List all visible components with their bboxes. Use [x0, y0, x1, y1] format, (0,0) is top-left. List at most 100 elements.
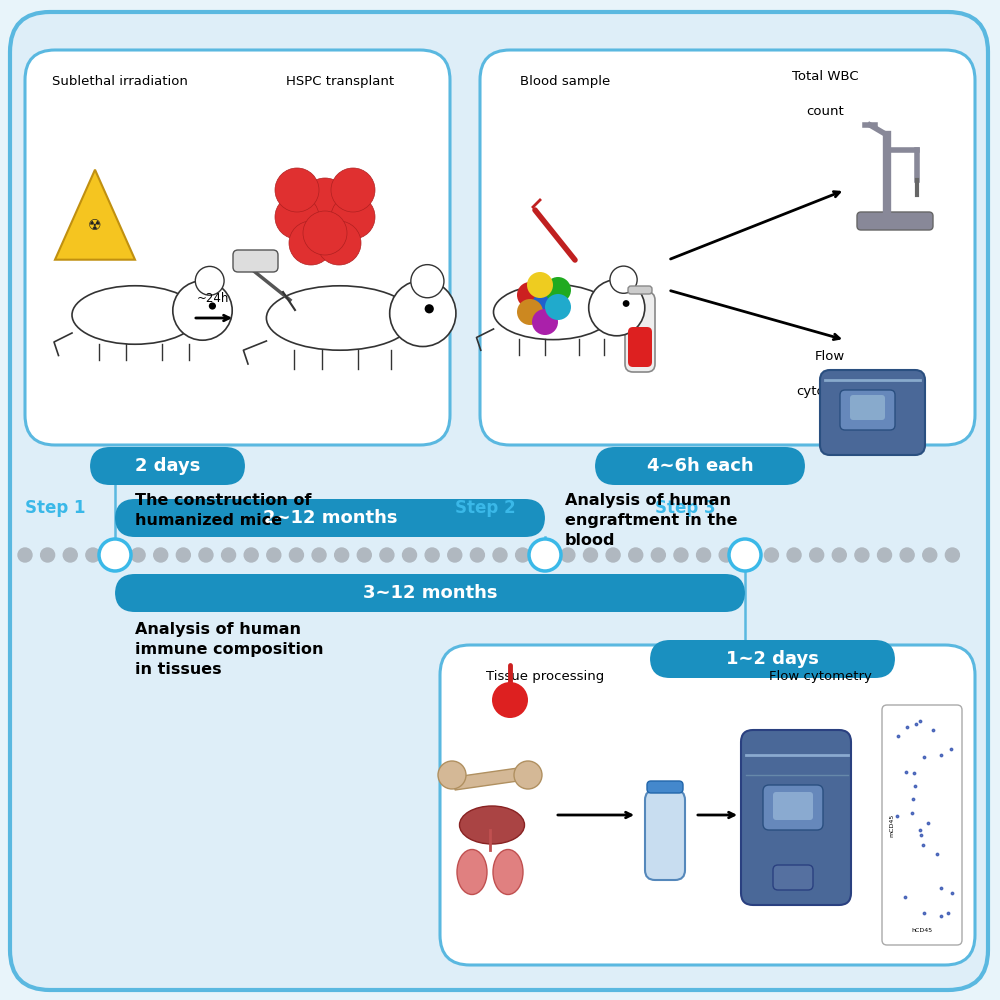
Circle shape	[529, 539, 561, 571]
FancyBboxPatch shape	[625, 292, 655, 372]
FancyBboxPatch shape	[628, 327, 652, 367]
Ellipse shape	[493, 850, 523, 894]
Text: Step 3: Step 3	[655, 499, 715, 517]
Circle shape	[108, 548, 122, 562]
Circle shape	[532, 309, 558, 335]
Circle shape	[403, 548, 417, 562]
Circle shape	[99, 539, 131, 571]
FancyBboxPatch shape	[90, 447, 245, 485]
Text: Step 1: Step 1	[25, 499, 85, 517]
Circle shape	[380, 548, 394, 562]
Circle shape	[173, 281, 232, 340]
Circle shape	[606, 548, 620, 562]
Text: Flow cytometry: Flow cytometry	[769, 670, 871, 683]
Circle shape	[729, 539, 761, 571]
Circle shape	[517, 299, 543, 325]
Circle shape	[331, 168, 375, 212]
Polygon shape	[55, 170, 135, 260]
FancyBboxPatch shape	[10, 12, 988, 990]
Circle shape	[448, 548, 462, 562]
Text: hCD45: hCD45	[911, 928, 933, 933]
Circle shape	[244, 548, 258, 562]
Text: 4~6h each: 4~6h each	[647, 457, 753, 475]
Circle shape	[154, 548, 168, 562]
FancyBboxPatch shape	[650, 640, 895, 678]
Circle shape	[855, 548, 869, 562]
Circle shape	[561, 548, 575, 562]
FancyBboxPatch shape	[647, 781, 683, 793]
Circle shape	[470, 548, 484, 562]
Circle shape	[945, 548, 959, 562]
Text: ~24h: ~24h	[197, 292, 229, 305]
Circle shape	[516, 548, 530, 562]
Text: The construction of
humanized mice: The construction of humanized mice	[135, 493, 312, 528]
Circle shape	[923, 548, 937, 562]
Circle shape	[674, 548, 688, 562]
Circle shape	[719, 548, 733, 562]
Text: cytometry: cytometry	[796, 385, 864, 398]
Text: 2~12 months: 2~12 months	[263, 509, 397, 527]
Circle shape	[538, 548, 552, 562]
Circle shape	[545, 294, 571, 320]
FancyBboxPatch shape	[882, 705, 962, 945]
Circle shape	[438, 761, 466, 789]
Circle shape	[492, 682, 528, 718]
Circle shape	[18, 548, 32, 562]
Circle shape	[303, 211, 347, 255]
Text: count: count	[806, 105, 844, 118]
Circle shape	[289, 221, 333, 265]
Circle shape	[589, 280, 645, 336]
FancyBboxPatch shape	[628, 286, 652, 294]
FancyBboxPatch shape	[595, 447, 805, 485]
Circle shape	[493, 548, 507, 562]
Circle shape	[878, 548, 892, 562]
Circle shape	[697, 548, 711, 562]
Circle shape	[176, 548, 190, 562]
Circle shape	[583, 548, 597, 562]
Circle shape	[335, 548, 349, 562]
Circle shape	[275, 168, 319, 212]
FancyBboxPatch shape	[480, 50, 975, 445]
Text: 2 days: 2 days	[135, 457, 200, 475]
Circle shape	[357, 548, 371, 562]
Circle shape	[275, 195, 319, 239]
Circle shape	[425, 304, 434, 313]
Text: HSPC transplant: HSPC transplant	[286, 75, 394, 88]
FancyBboxPatch shape	[115, 499, 545, 537]
Text: Tissue processing: Tissue processing	[486, 670, 604, 683]
Polygon shape	[455, 767, 525, 790]
Circle shape	[832, 548, 846, 562]
FancyBboxPatch shape	[773, 792, 813, 820]
FancyBboxPatch shape	[25, 50, 450, 445]
Circle shape	[390, 280, 456, 347]
Text: Total WBC: Total WBC	[792, 70, 858, 83]
Circle shape	[425, 548, 439, 562]
FancyBboxPatch shape	[763, 785, 823, 830]
Circle shape	[764, 548, 778, 562]
Circle shape	[787, 548, 801, 562]
Text: Sublethal irradiation: Sublethal irradiation	[52, 75, 188, 88]
Text: Analysis of human
engraftment in the
blood: Analysis of human engraftment in the blo…	[565, 493, 738, 548]
Circle shape	[651, 548, 665, 562]
Circle shape	[267, 548, 281, 562]
Circle shape	[195, 266, 224, 295]
FancyBboxPatch shape	[820, 370, 925, 455]
Circle shape	[41, 548, 55, 562]
Ellipse shape	[457, 850, 487, 894]
Circle shape	[532, 292, 558, 318]
Text: 3~12 months: 3~12 months	[363, 584, 497, 602]
FancyBboxPatch shape	[840, 390, 895, 430]
Circle shape	[623, 300, 630, 307]
FancyBboxPatch shape	[850, 395, 885, 420]
Circle shape	[209, 302, 216, 310]
FancyBboxPatch shape	[115, 574, 745, 612]
Circle shape	[742, 548, 756, 562]
FancyBboxPatch shape	[857, 212, 933, 230]
Ellipse shape	[266, 286, 414, 350]
Text: Step 2: Step 2	[455, 499, 515, 517]
Ellipse shape	[460, 806, 524, 844]
FancyBboxPatch shape	[645, 790, 685, 880]
Text: ☢: ☢	[88, 218, 102, 232]
Circle shape	[900, 548, 914, 562]
Circle shape	[222, 548, 236, 562]
